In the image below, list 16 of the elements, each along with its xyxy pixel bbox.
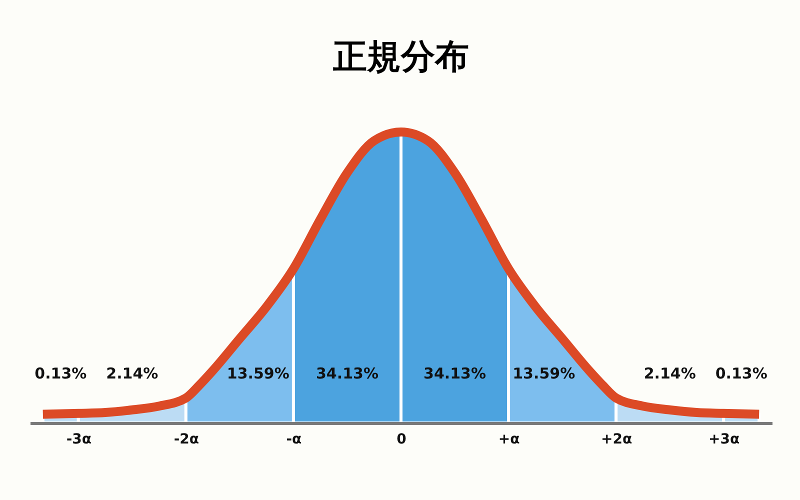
text: 0.13% [34,364,87,383]
chart-title: 正規分布 [332,37,469,77]
x-tick-label: -2α [174,432,200,448]
series-label: 34.13% [316,364,378,383]
series-label: 13.59% [226,364,290,383]
x-tick-label: -3α [66,432,92,448]
x-tick-label: +α [498,432,520,448]
x-tick-label: -α [286,432,302,448]
x-tick-label: +3α [708,432,740,448]
series-label: 2.14% [644,364,696,383]
text: 0.13% [715,364,768,383]
x-tick-label: 0 [396,432,407,448]
x-tick-label: +2α [601,432,632,448]
series-label: 34.13% [424,364,486,383]
series-label: 2.14% [106,364,158,383]
series-label: 13.59% [512,364,576,383]
